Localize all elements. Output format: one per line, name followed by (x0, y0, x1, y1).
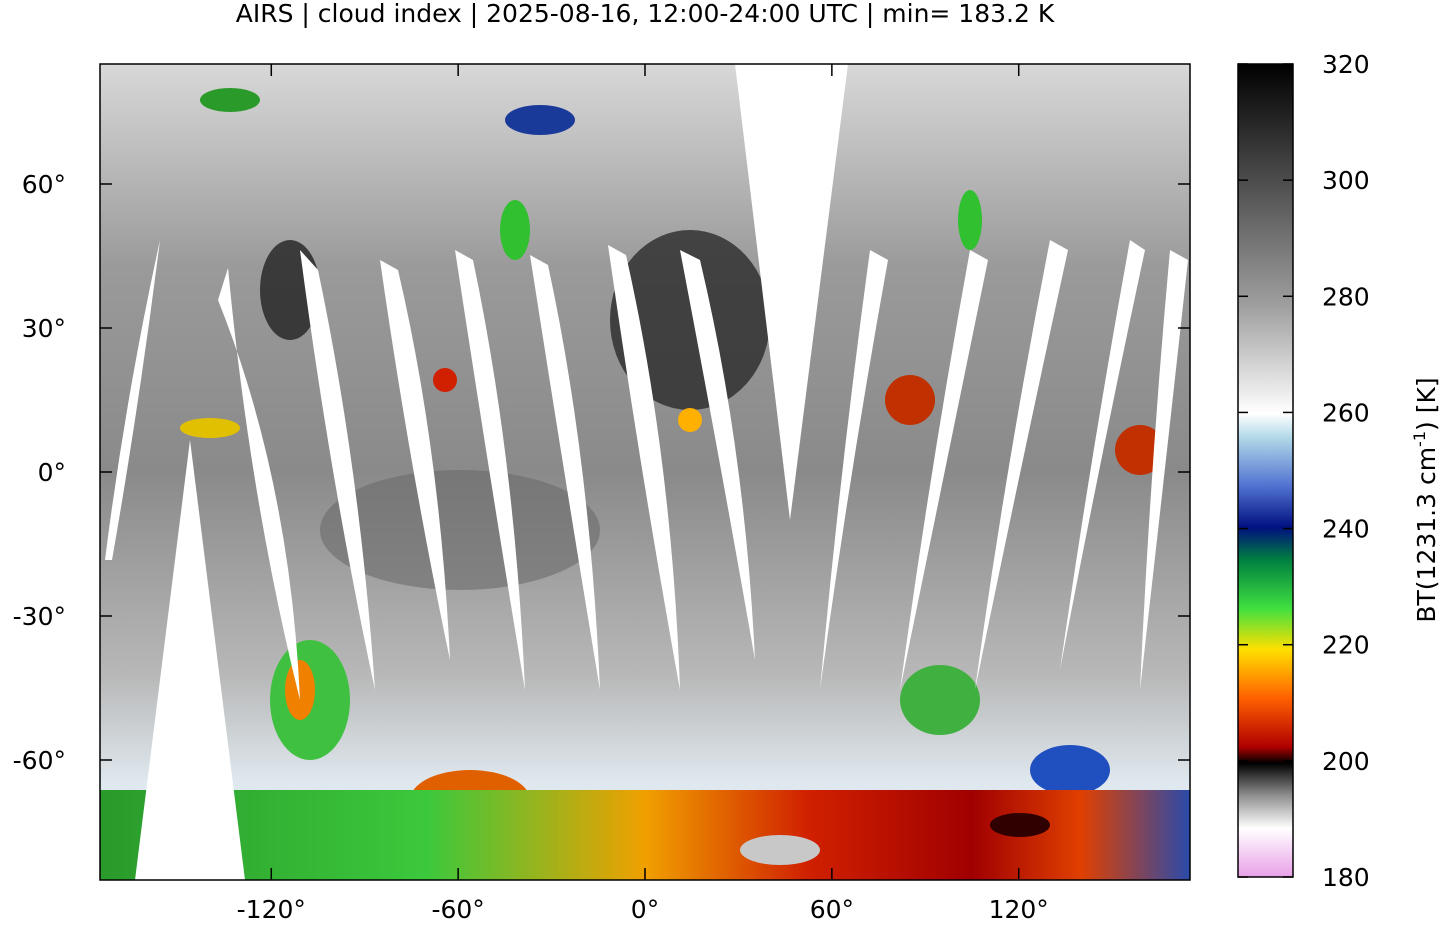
colorbar-tick-label: 220 (1322, 631, 1370, 660)
y-tick-label: 60° (22, 170, 66, 199)
y-tick-label: -30° (13, 602, 66, 631)
colorbar-tick-label: 240 (1322, 515, 1370, 544)
colorbar (1237, 63, 1294, 878)
colorbar-tick-label: 300 (1322, 166, 1370, 195)
colorbar-tick-label: 200 (1322, 747, 1370, 776)
colorbar-tick-label: 320 (1322, 50, 1370, 79)
x-tick-label: -60° (431, 895, 484, 924)
y-tick-label: 0° (38, 458, 66, 487)
x-tick-label: -120° (237, 895, 306, 924)
colorbar-label-suffix: ) [K] (1412, 377, 1441, 431)
colorbar-label: BT(1231.3 cm-1) [K] (1410, 377, 1441, 622)
title: AIRS | cloud index | 2025-08-16, 12:00-2… (236, 0, 1055, 28)
x-tick-label: 60° (810, 895, 854, 924)
y-tick-label: -60° (13, 746, 66, 775)
colorbar-label-superscript: -1 (1410, 431, 1429, 447)
colorbar-label-text: BT(1231.3 cm (1412, 447, 1441, 623)
map-image (100, 64, 1190, 880)
colorbar-tick-label: 280 (1322, 282, 1370, 311)
colorbar-tick-label: 180 (1322, 863, 1370, 892)
x-tick-label: 120° (989, 895, 1049, 924)
x-tick-label: 0° (631, 895, 659, 924)
y-tick-label: 30° (22, 314, 66, 343)
colorbar-tick-label: 260 (1322, 398, 1370, 427)
